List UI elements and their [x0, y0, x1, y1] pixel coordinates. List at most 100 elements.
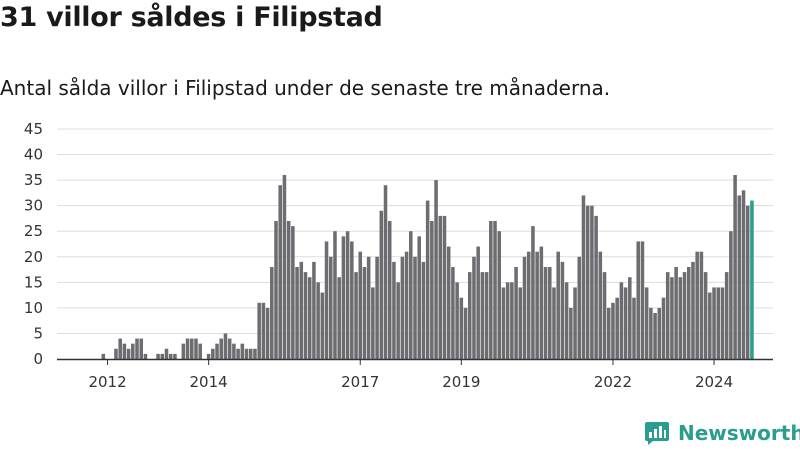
bar: [350, 241, 354, 359]
y-tick-label: 15: [24, 273, 43, 291]
bar: [227, 338, 232, 359]
bar: [729, 231, 733, 359]
bar: [446, 246, 451, 359]
bar: [699, 251, 704, 359]
bar: [160, 353, 165, 359]
bar: [573, 287, 577, 359]
bar: [489, 221, 493, 359]
x-tick-label: 2019: [442, 373, 480, 391]
bar: [564, 282, 569, 359]
bar: [387, 221, 392, 359]
bar: [577, 256, 582, 359]
bar: [438, 215, 443, 359]
bar: [206, 353, 211, 359]
bar: [623, 287, 628, 359]
bar: [240, 343, 245, 359]
bar: [602, 272, 607, 359]
bar: [185, 338, 190, 359]
y-tick-label: 0: [33, 350, 43, 368]
bar: [291, 226, 295, 359]
bar: [695, 251, 699, 359]
bar: [750, 200, 754, 359]
bar: [244, 348, 249, 359]
bar: [114, 348, 118, 359]
bar: [552, 287, 556, 359]
bar: [143, 353, 148, 359]
bar: [581, 195, 586, 359]
bars: [101, 175, 754, 359]
bar: [712, 287, 716, 359]
bar: [190, 338, 194, 359]
bar: [396, 282, 400, 359]
bar: [628, 277, 632, 359]
bar: [548, 267, 552, 359]
bar: [459, 297, 464, 359]
bar: [687, 267, 691, 359]
bar: [375, 256, 379, 359]
bar: [219, 338, 224, 359]
bar: [126, 348, 131, 359]
bar: [324, 241, 329, 359]
bar: [261, 302, 266, 359]
bar: [413, 256, 417, 359]
bar: [682, 272, 687, 359]
bar: [560, 261, 565, 359]
x-tick-label: 2014: [190, 373, 228, 391]
bar: [455, 282, 459, 359]
y-tick-label: 10: [24, 299, 43, 317]
bar: [640, 241, 645, 359]
bar: [493, 221, 497, 359]
bar: [278, 185, 282, 359]
chart-subtitle: Antal sålda villor i Filipstad under de …: [0, 76, 611, 100]
bar: [703, 272, 708, 359]
bar: [510, 282, 514, 359]
x-axis-ticks: 2012 2014 2017 2019 2022 2024: [88, 359, 733, 391]
bar: [632, 297, 636, 359]
bar: [518, 287, 523, 359]
bar: [248, 348, 253, 359]
bar: [539, 246, 544, 359]
bar: [501, 287, 506, 359]
bar: [366, 256, 371, 359]
bar: [724, 272, 729, 359]
bar: [649, 307, 653, 359]
bar: [585, 205, 590, 359]
bar: [636, 241, 640, 359]
bar: [644, 287, 649, 359]
bar: [409, 231, 413, 359]
bar: [619, 282, 624, 359]
bar: [467, 272, 472, 359]
bar: [122, 343, 127, 359]
bar: [522, 256, 527, 359]
bar: [354, 272, 358, 359]
bar: [451, 267, 455, 359]
bar: [741, 190, 746, 359]
bar: [531, 226, 535, 359]
x-tick-label: 2024: [695, 373, 733, 391]
bar: [653, 313, 657, 359]
bar: [329, 256, 333, 359]
bar: [472, 256, 476, 359]
y-axis-ticks: 0 5 10 15 20 25 30 35 40 45: [24, 120, 43, 368]
bar: [708, 292, 712, 359]
bar: [590, 205, 594, 359]
bar: [569, 307, 573, 359]
bar: [556, 251, 560, 359]
bar: [745, 205, 750, 359]
bar: [282, 175, 287, 359]
bar: [223, 333, 228, 359]
bar: [135, 338, 139, 359]
bar: [320, 292, 325, 359]
bar: [611, 302, 615, 359]
bar: [379, 210, 384, 359]
bar: [526, 251, 531, 359]
bar: [657, 307, 662, 359]
bar: [733, 175, 737, 359]
y-tick-label: 35: [24, 171, 43, 189]
bar: [404, 251, 409, 359]
bar: [312, 261, 316, 359]
chart-title: 31 villor såldes i Filipstad: [0, 2, 383, 33]
bar: [594, 215, 598, 359]
bar: [303, 272, 308, 359]
